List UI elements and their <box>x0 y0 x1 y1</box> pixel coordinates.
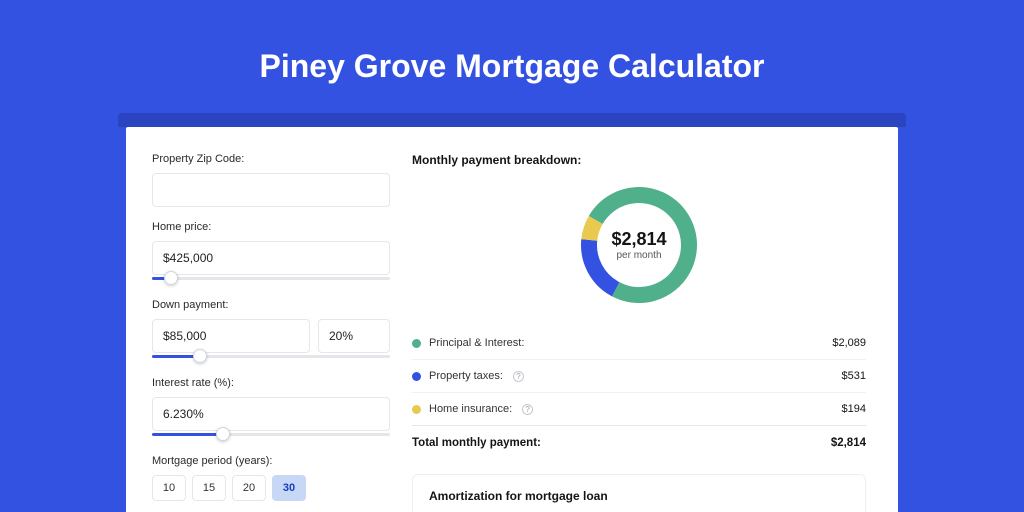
period-option-20[interactable]: 20 <box>232 475 266 501</box>
page-title: Piney Grove Mortgage Calculator <box>0 48 1024 85</box>
breakdown-value: $194 <box>842 403 866 415</box>
breakdown-value: $531 <box>842 370 866 382</box>
interest-rate-slider-thumb[interactable] <box>216 427 230 441</box>
total-value: $2,814 <box>831 437 866 449</box>
legend-dot <box>412 372 421 381</box>
amortization-card: Amortization for mortgage loan Amortizat… <box>412 474 866 512</box>
legend-dot <box>412 339 421 348</box>
period-option-30[interactable]: 30 <box>272 475 306 501</box>
breakdown-row: Principal & Interest: $2,089 <box>412 327 866 359</box>
field-interest-rate: Interest rate (%): <box>152 377 390 441</box>
donut-chart: $2,814 per month <box>412 181 866 309</box>
breakdown-row: Home insurance:? $194 <box>412 392 866 425</box>
donut-center-label: $2,814 per month <box>611 229 666 261</box>
breakdown-label: Home insurance: <box>429 403 512 415</box>
field-down-payment: Down payment: <box>152 299 390 363</box>
down-payment-label: Down payment: <box>152 299 390 311</box>
home-price-input[interactable] <box>152 241 390 275</box>
interest-rate-slider[interactable] <box>152 429 390 441</box>
interest-rate-input[interactable] <box>152 397 390 431</box>
breakdown-row: Property taxes:? $531 <box>412 359 866 392</box>
home-price-slider-thumb[interactable] <box>164 271 178 285</box>
down-payment-amount-input[interactable] <box>152 319 310 353</box>
interest-rate-label: Interest rate (%): <box>152 377 390 389</box>
down-payment-slider-thumb[interactable] <box>193 349 207 363</box>
breakdown-label: Principal & Interest: <box>429 337 524 349</box>
info-icon[interactable]: ? <box>522 404 533 415</box>
down-payment-slider[interactable] <box>152 351 390 363</box>
hero: Piney Grove Mortgage Calculator <box>0 0 1024 113</box>
zip-label: Property Zip Code: <box>152 153 390 165</box>
form-column: Property Zip Code: Home price: Down paym… <box>152 153 390 512</box>
home-price-label: Home price: <box>152 221 390 233</box>
zip-input[interactable] <box>152 173 390 207</box>
donut-amount: $2,814 <box>611 229 666 250</box>
down-payment-pct-input[interactable] <box>318 319 390 353</box>
legend-dot <box>412 405 421 414</box>
breakdown-column: Monthly payment breakdown: $2,814 per mo… <box>412 153 866 512</box>
home-price-slider[interactable] <box>152 273 390 285</box>
donut-sub: per month <box>611 250 666 261</box>
field-home-price: Home price: <box>152 221 390 285</box>
period-option-10[interactable]: 10 <box>152 475 186 501</box>
total-label: Total monthly payment: <box>412 437 541 449</box>
info-icon[interactable]: ? <box>513 371 524 382</box>
breakdown-label: Property taxes: <box>429 370 503 382</box>
card-shadow <box>118 113 906 127</box>
breakdown-title: Monthly payment breakdown: <box>412 153 866 167</box>
field-mortgage-period: Mortgage period (years): 10152030 <box>152 455 390 501</box>
breakdown-value: $2,089 <box>832 337 866 349</box>
mortgage-period-label: Mortgage period (years): <box>152 455 390 467</box>
period-option-15[interactable]: 15 <box>192 475 226 501</box>
total-row: Total monthly payment: $2,814 <box>412 425 866 460</box>
amortization-title: Amortization for mortgage loan <box>429 489 849 503</box>
field-zip: Property Zip Code: <box>152 153 390 207</box>
calculator-card: Property Zip Code: Home price: Down paym… <box>126 127 898 512</box>
